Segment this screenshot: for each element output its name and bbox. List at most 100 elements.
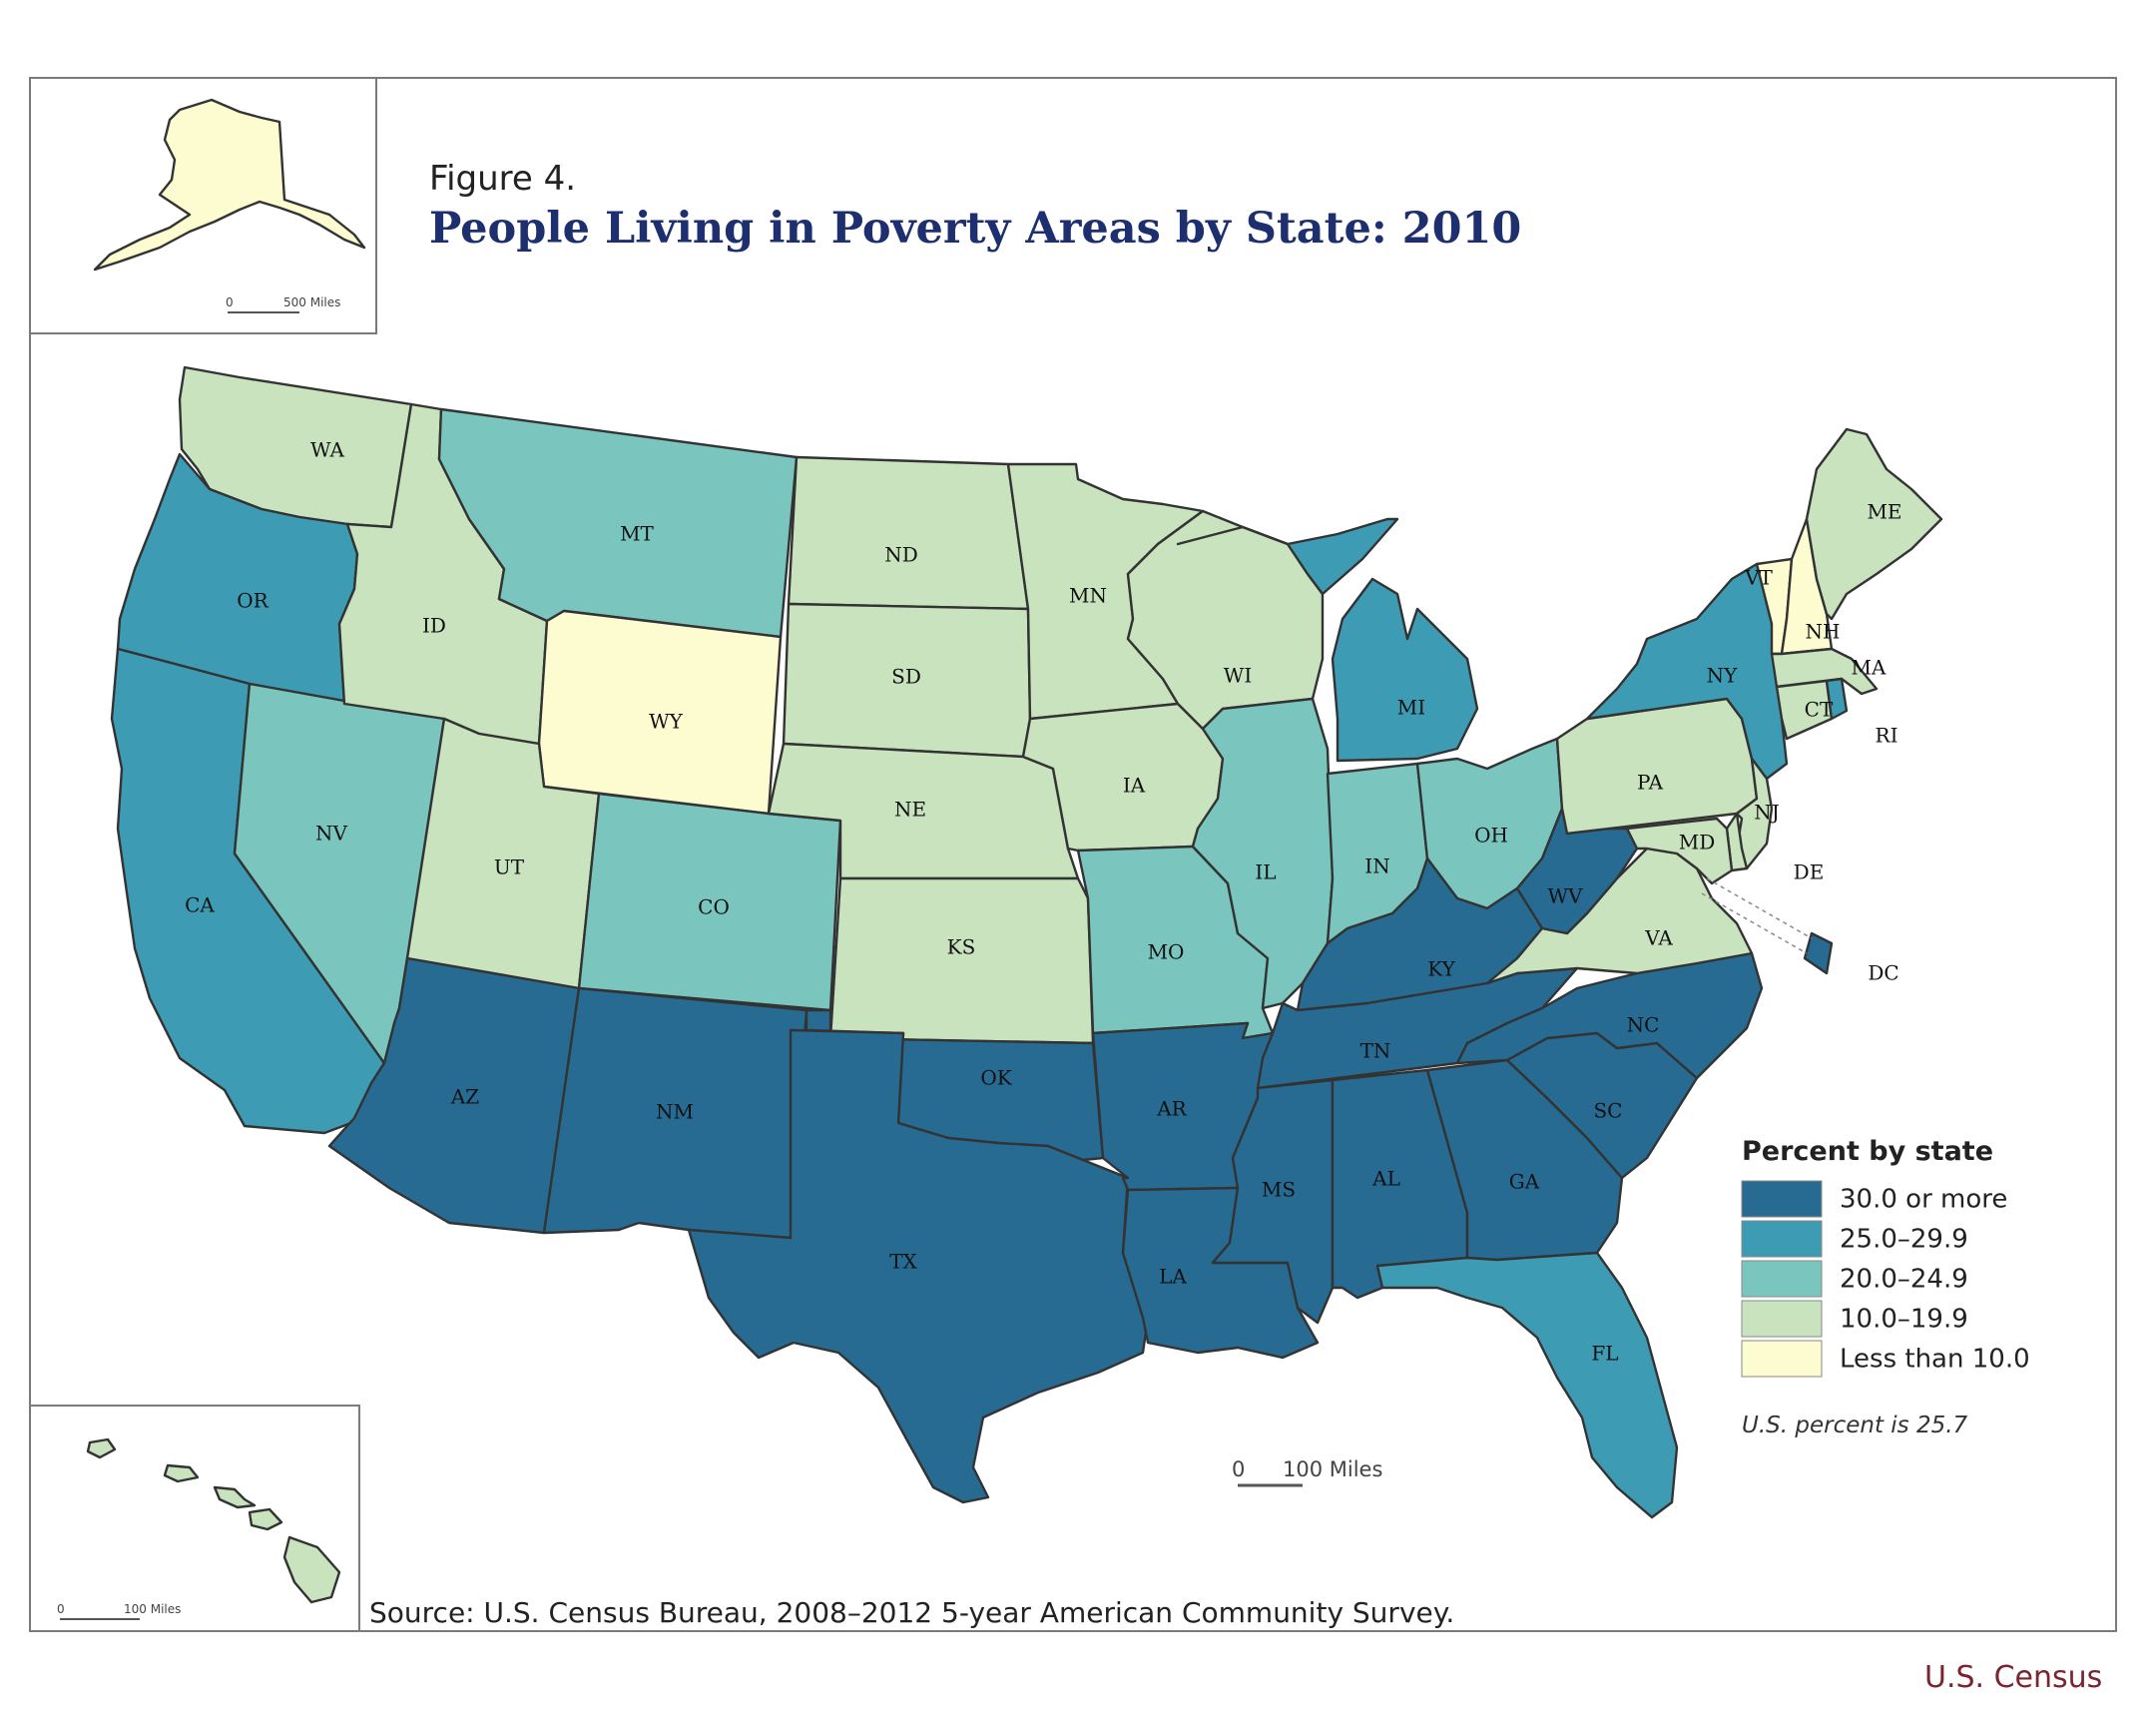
legend-note: U.S. percent is 25.7 [1742, 1413, 1968, 1438]
main-scale-bar: 0 100 Miles [1232, 1457, 1382, 1487]
state-NC[interactable] [1455, 951, 1764, 1080]
source-note: Source: U.S. Census Bureau, 2008–2012 5-… [369, 1596, 1454, 1629]
state-label-ID: ID [422, 614, 446, 638]
legend-swatch-0 [1741, 1180, 1823, 1218]
state-label-WV: WV [1548, 884, 1584, 908]
state-label-DE: DE [1794, 860, 1825, 884]
state-label-CO: CO [698, 895, 730, 919]
hawaii-island-2 [163, 1463, 200, 1483]
state-label-KY: KY [1427, 957, 1455, 981]
state-CO[interactable] [577, 792, 842, 1012]
state-WI[interactable] [1126, 509, 1325, 731]
state-label-IA: IA [1123, 774, 1146, 798]
state-label-ND: ND [884, 543, 918, 567]
state-label-MI: MI [1397, 696, 1425, 720]
main-scale-label: 100 Miles [1283, 1457, 1382, 1481]
state-label-CA: CA [185, 893, 215, 917]
state-label-RI: RI [1876, 724, 1898, 748]
state-label-OK: OK [980, 1066, 1012, 1090]
alaska-scale-zero: 0 [226, 295, 234, 309]
legend-items: 30.0 or more 25.0–29.9 20.0–24.9 10.0–19.9 L… [1741, 1180, 2030, 1378]
state-label-CT: CT [1805, 698, 1834, 722]
legend-swatch-1 [1741, 1220, 1823, 1258]
state-labels: WA OR CA NV ID MT WY UT CO AZ NM ND SD NE KS OK TX MN IA MO… [163, 156, 1901, 1548]
state-KS[interactable] [828, 876, 1095, 1045]
state-label-MT: MT [620, 522, 654, 546]
state-ME[interactable] [1805, 427, 1943, 621]
state-ND[interactable] [787, 455, 1030, 611]
legend-title: Percent by state [1742, 1136, 1993, 1167]
state-label-SC: SC [1593, 1099, 1622, 1123]
hawaii-island-4 [248, 1507, 283, 1531]
legend-label-1: 25.0–29.9 [1840, 1225, 1968, 1255]
state-CT[interactable] [1775, 679, 1834, 741]
hawaii-scale-label: 100 Miles [124, 1602, 181, 1616]
state-AK[interactable] [93, 98, 366, 272]
figure-number: Figure 4. [429, 159, 576, 199]
state-label-TX: TX [889, 1250, 917, 1274]
state-label-WY: WY [649, 710, 684, 734]
legend-swatch-3 [1741, 1300, 1823, 1338]
state-label-NE: NE [894, 798, 926, 822]
state-label-OH: OH [1474, 824, 1508, 848]
state-label-DC: DC [1868, 961, 1898, 985]
legend-label-4: Less than 10.0 [1840, 1345, 2030, 1375]
state-FL[interactable] [1375, 1251, 1679, 1519]
state-label-WI: WI [1224, 664, 1252, 688]
state-label-MA: MA [1852, 656, 1886, 680]
state-label-WA: WA [310, 438, 345, 462]
state-label-AZ: AZ [450, 1085, 479, 1109]
state-label-NJ: NJ [1754, 801, 1780, 825]
states-layer [110, 365, 1943, 1519]
state-MD[interactable] [1625, 817, 1734, 885]
state-label-UT: UT [494, 855, 525, 879]
map-frame [29, 77, 2117, 1632]
hawaii-island-1 [86, 1437, 117, 1459]
state-label-AL: AL [1371, 1167, 1400, 1191]
state-label-VT: VT [1744, 566, 1773, 590]
state-label-MD: MD [1679, 831, 1716, 854]
state-label-FL: FL [1591, 1342, 1618, 1366]
alaska-inset: 0 500 Miles [29, 77, 377, 334]
state-label-AR: AR [1156, 1097, 1187, 1121]
legend-swatch-2 [1741, 1260, 1823, 1298]
state-label-OR: OR [237, 589, 269, 613]
hawaii-inset: 0 100 Miles [29, 1405, 360, 1632]
state-label-LA: LA [1159, 1265, 1187, 1289]
state-MI[interactable] [1176, 517, 1479, 763]
state-label-MS: MS [1262, 1178, 1296, 1202]
state-label-IL: IL [1255, 860, 1276, 884]
figure-title: People Living in Poverty Areas by State:… [429, 204, 1521, 254]
main-scale-zero: 0 [1232, 1457, 1245, 1481]
state-label-VA: VA [1644, 926, 1673, 950]
state-label-NH: NH [1806, 620, 1841, 644]
state-RI[interactable] [1825, 677, 1849, 721]
state-DC[interactable] [1803, 931, 1834, 975]
state-label-KS: KS [947, 935, 976, 959]
state-TX[interactable] [687, 1028, 1150, 1504]
state-label-ME: ME [1867, 500, 1901, 524]
legend-label-3: 10.0–19.9 [1840, 1305, 1968, 1335]
state-label-NC: NC [1627, 1013, 1660, 1037]
legend-label-0: 30.0 or more [1840, 1185, 2007, 1215]
hawaii-island-3 [213, 1485, 257, 1509]
state-label-PA: PA [1637, 771, 1664, 795]
state-label-GA: GA [1509, 1170, 1540, 1194]
state-label-SD: SD [891, 665, 921, 689]
credit: U.S. Census [1924, 1660, 2102, 1695]
hawaii-island-big[interactable] [282, 1535, 341, 1604]
legend-label-2: 20.0–24.9 [1840, 1265, 1968, 1295]
state-label-NM: NM [656, 1100, 694, 1124]
state-label-NV: NV [315, 822, 348, 846]
state-label-TN: TN [1360, 1039, 1391, 1063]
alaska-scale-label: 500 Miles [283, 295, 340, 309]
state-label-NY: NY [1707, 664, 1739, 688]
hawaii-scale-zero: 0 [57, 1602, 65, 1616]
state-MT[interactable] [437, 407, 799, 639]
legend-swatch-4 [1741, 1340, 1823, 1378]
state-label-MN: MN [1069, 584, 1107, 608]
state-label-IN: IN [1364, 854, 1389, 878]
legend: Percent by state 30.0 or more 25.0–29.9 20… [1741, 1136, 2030, 1438]
state-label-MO: MO [1148, 940, 1185, 964]
